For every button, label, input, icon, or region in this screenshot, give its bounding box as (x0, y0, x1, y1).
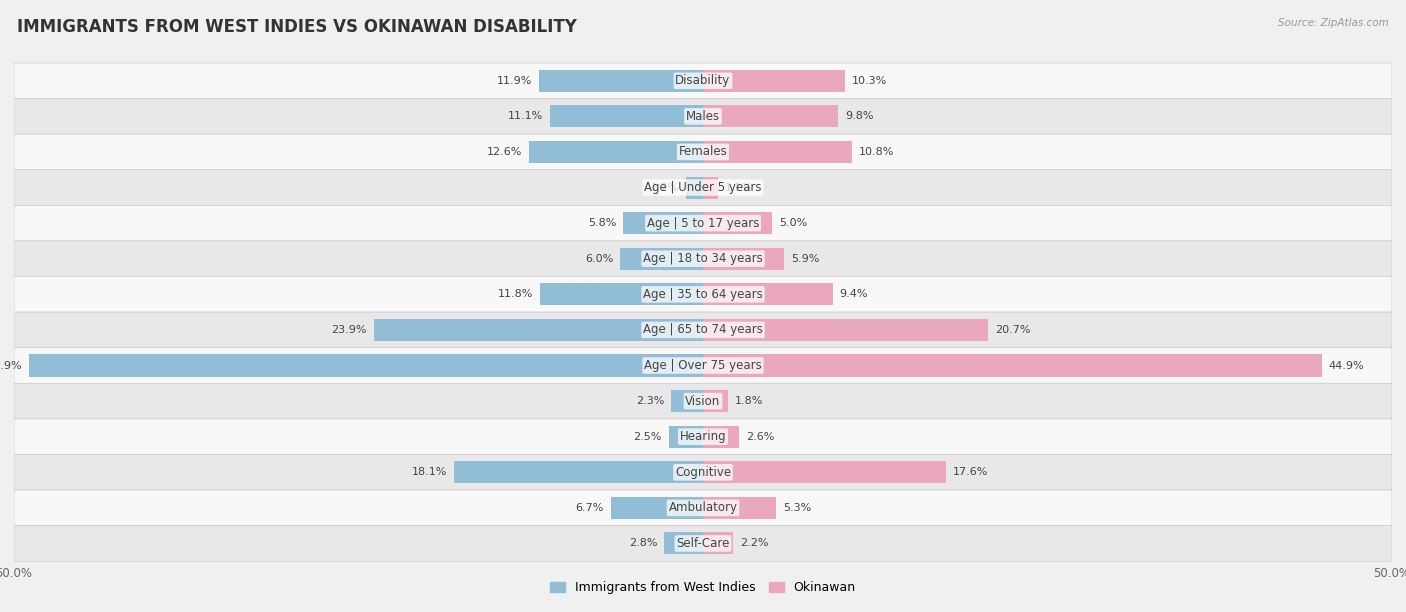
Bar (671, 390, 703, 412)
FancyBboxPatch shape (14, 526, 1392, 561)
Text: 2.3%: 2.3% (636, 396, 665, 406)
FancyBboxPatch shape (14, 348, 1392, 383)
Text: Age | Over 75 years: Age | Over 75 years (644, 359, 762, 372)
Text: Age | 65 to 74 years: Age | 65 to 74 years (643, 323, 763, 337)
Bar (669, 426, 703, 448)
Text: 6.0%: 6.0% (585, 254, 613, 264)
Bar (703, 354, 1322, 376)
Text: Age | 5 to 17 years: Age | 5 to 17 years (647, 217, 759, 230)
Bar (30, 354, 703, 376)
Bar (703, 283, 832, 305)
FancyBboxPatch shape (14, 383, 1392, 419)
Bar (374, 319, 703, 341)
Text: Age | Under 5 years: Age | Under 5 years (644, 181, 762, 194)
Bar (620, 248, 703, 270)
Text: Source: ZipAtlas.com: Source: ZipAtlas.com (1278, 18, 1389, 28)
Text: 12.6%: 12.6% (486, 147, 523, 157)
Text: 18.1%: 18.1% (412, 468, 447, 477)
FancyBboxPatch shape (14, 241, 1392, 277)
Text: Males: Males (686, 110, 720, 123)
Text: Hearing: Hearing (679, 430, 727, 443)
Text: Self-Care: Self-Care (676, 537, 730, 550)
Text: Cognitive: Cognitive (675, 466, 731, 479)
Bar (454, 461, 703, 483)
Legend: Immigrants from West Indies, Okinawan: Immigrants from West Indies, Okinawan (546, 577, 860, 599)
Text: 11.1%: 11.1% (508, 111, 543, 121)
Bar (703, 426, 738, 448)
Bar (703, 461, 945, 483)
Text: 44.9%: 44.9% (1329, 360, 1364, 370)
FancyBboxPatch shape (14, 419, 1392, 455)
Text: Vision: Vision (685, 395, 721, 408)
Text: 2.8%: 2.8% (628, 539, 658, 548)
Text: Age | 35 to 64 years: Age | 35 to 64 years (643, 288, 763, 301)
Bar (530, 141, 703, 163)
FancyBboxPatch shape (14, 455, 1392, 490)
Text: Females: Females (679, 146, 727, 159)
Text: 6.7%: 6.7% (575, 503, 603, 513)
Text: 2.5%: 2.5% (633, 431, 662, 442)
Text: 5.0%: 5.0% (779, 218, 807, 228)
Text: 10.8%: 10.8% (859, 147, 894, 157)
Text: 1.8%: 1.8% (735, 396, 763, 406)
FancyBboxPatch shape (14, 206, 1392, 241)
Bar (703, 70, 845, 92)
Text: Disability: Disability (675, 74, 731, 88)
Bar (540, 283, 703, 305)
Text: 5.8%: 5.8% (588, 218, 616, 228)
Text: 9.8%: 9.8% (845, 111, 873, 121)
Bar (703, 212, 772, 234)
FancyBboxPatch shape (14, 134, 1392, 170)
Bar (703, 532, 734, 554)
Bar (703, 497, 776, 519)
Text: 17.6%: 17.6% (952, 468, 988, 477)
Bar (703, 176, 718, 198)
FancyBboxPatch shape (14, 99, 1392, 134)
Text: 10.3%: 10.3% (852, 76, 887, 86)
Text: 48.9%: 48.9% (0, 360, 22, 370)
Text: 20.7%: 20.7% (995, 325, 1031, 335)
FancyBboxPatch shape (14, 277, 1392, 312)
Bar (703, 390, 728, 412)
Text: 2.2%: 2.2% (740, 539, 769, 548)
Text: 11.8%: 11.8% (498, 289, 533, 299)
Bar (703, 141, 852, 163)
Bar (703, 248, 785, 270)
Bar (538, 70, 703, 92)
Text: 1.1%: 1.1% (725, 182, 754, 193)
Text: 5.9%: 5.9% (792, 254, 820, 264)
Bar (686, 176, 703, 198)
FancyBboxPatch shape (14, 312, 1392, 348)
Text: 9.4%: 9.4% (839, 289, 868, 299)
FancyBboxPatch shape (14, 490, 1392, 526)
Text: 2.6%: 2.6% (745, 431, 775, 442)
Text: 11.9%: 11.9% (496, 76, 531, 86)
Text: 1.2%: 1.2% (651, 182, 679, 193)
Bar (550, 105, 703, 127)
Text: Age | 18 to 34 years: Age | 18 to 34 years (643, 252, 763, 265)
Bar (703, 105, 838, 127)
Text: IMMIGRANTS FROM WEST INDIES VS OKINAWAN DISABILITY: IMMIGRANTS FROM WEST INDIES VS OKINAWAN … (17, 18, 576, 36)
Bar (623, 212, 703, 234)
FancyBboxPatch shape (14, 63, 1392, 99)
Text: 23.9%: 23.9% (332, 325, 367, 335)
Bar (610, 497, 703, 519)
Bar (703, 319, 988, 341)
Text: Ambulatory: Ambulatory (668, 501, 738, 514)
Bar (665, 532, 703, 554)
Text: 5.3%: 5.3% (783, 503, 811, 513)
FancyBboxPatch shape (14, 170, 1392, 206)
